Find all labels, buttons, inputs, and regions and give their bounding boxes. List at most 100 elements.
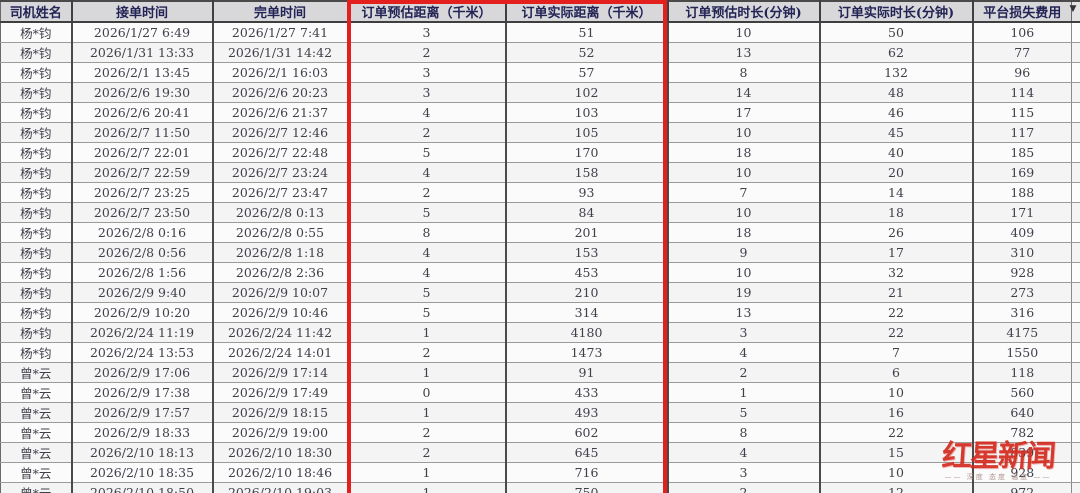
cell-accept_time[interactable]: 2026/2/8 1:56 — [70, 262, 213, 283]
cell-accept_time[interactable]: 2026/2/24 13:53 — [70, 342, 213, 363]
cell-driver[interactable]: 杨*钧 — [0, 102, 72, 123]
cell-act_duration[interactable]: 21 — [818, 282, 973, 303]
cell-partial[interactable] — [1071, 382, 1080, 403]
cell-platform_loss[interactable]: 96 — [971, 62, 1072, 83]
cell-act_duration[interactable]: 40 — [818, 142, 973, 163]
cell-complete_time[interactable]: 2026/2/9 19:00 — [211, 422, 348, 443]
cell-driver[interactable]: 杨*钧 — [0, 142, 72, 163]
cell-driver[interactable]: 曾*云 — [0, 362, 72, 383]
cell-complete_time[interactable]: 2026/2/7 23:24 — [211, 162, 348, 183]
cell-platform_loss[interactable]: 169 — [971, 162, 1072, 183]
cell-act_distance[interactable]: 91 — [504, 362, 668, 383]
cell-partial[interactable] — [1071, 462, 1080, 483]
cell-est_distance[interactable]: 3 — [346, 82, 506, 103]
cell-accept_time[interactable]: 2026/2/9 10:20 — [70, 302, 213, 323]
cell-est_duration[interactable]: 19 — [666, 282, 820, 303]
cell-partial[interactable] — [1071, 182, 1080, 203]
cell-accept_time[interactable]: 2026/2/6 20:41 — [70, 102, 213, 123]
cell-act_distance[interactable]: 645 — [504, 442, 668, 463]
cell-act_duration[interactable]: 26 — [818, 222, 973, 243]
cell-partial[interactable] — [1071, 102, 1080, 123]
cell-platform_loss[interactable]: 106 — [971, 22, 1072, 43]
cell-est_distance[interactable]: 4 — [346, 162, 506, 183]
cell-est_duration[interactable]: 10 — [666, 162, 820, 183]
cell-accept_time[interactable]: 2026/2/9 9:40 — [70, 282, 213, 303]
cell-est_distance[interactable]: 2 — [346, 442, 506, 463]
cell-complete_time[interactable]: 2026/2/9 17:49 — [211, 382, 348, 403]
cell-act_distance[interactable]: 103 — [504, 102, 668, 123]
column-header-act_duration[interactable]: 订单实际时长(分钟) — [818, 1, 973, 23]
cell-act_distance[interactable]: 84 — [504, 202, 668, 223]
cell-act_distance[interactable]: 52 — [504, 42, 668, 63]
cell-platform_loss[interactable]: 928 — [971, 462, 1072, 483]
cell-act_distance[interactable]: 4180 — [504, 322, 668, 343]
cell-complete_time[interactable]: 2026/2/6 20:23 — [211, 82, 348, 103]
cell-est_distance[interactable]: 5 — [346, 142, 506, 163]
cell-driver[interactable]: 杨*钧 — [0, 42, 72, 63]
cell-driver[interactable]: 杨*钧 — [0, 82, 72, 103]
cell-driver[interactable]: 曾*云 — [0, 442, 72, 463]
cell-accept_time[interactable]: 2026/2/9 17:57 — [70, 402, 213, 423]
cell-complete_time[interactable]: 2026/1/31 14:42 — [211, 42, 348, 63]
cell-complete_time[interactable]: 2026/2/10 18:30 — [211, 442, 348, 463]
cell-platform_loss[interactable]: 171 — [971, 202, 1072, 223]
cell-est_distance[interactable]: 2 — [346, 42, 506, 63]
cell-est_duration[interactable]: 8 — [666, 422, 820, 443]
cell-act_duration[interactable]: 46 — [818, 102, 973, 123]
cell-complete_time[interactable]: 2026/2/24 14:01 — [211, 342, 348, 363]
cell-complete_time[interactable]: 2026/2/8 2:36 — [211, 262, 348, 283]
cell-act_duration[interactable]: 16 — [818, 402, 973, 423]
cell-est_distance[interactable]: 0 — [346, 382, 506, 403]
cell-complete_time[interactable]: 2026/2/9 18:15 — [211, 402, 348, 423]
cell-complete_time[interactable]: 2026/2/1 16:03 — [211, 62, 348, 83]
cell-act_distance[interactable]: 493 — [504, 402, 668, 423]
column-header-est_distance[interactable]: 订单预估距离（千米） — [346, 1, 506, 23]
cell-est_duration[interactable]: 8 — [666, 62, 820, 83]
cell-act_duration[interactable]: 62 — [818, 42, 973, 63]
cell-platform_loss[interactable]: 188 — [971, 182, 1072, 203]
cell-partial[interactable] — [1071, 62, 1080, 83]
cell-partial[interactable] — [1071, 282, 1080, 303]
cell-partial[interactable] — [1071, 482, 1080, 493]
cell-partial[interactable] — [1071, 342, 1080, 363]
cell-est_distance[interactable]: 5 — [346, 202, 506, 223]
cell-act_distance[interactable]: 602 — [504, 422, 668, 443]
cell-accept_time[interactable]: 2026/2/10 18:13 — [70, 442, 213, 463]
cell-driver[interactable]: 杨*钧 — [0, 242, 72, 263]
cell-act_distance[interactable]: 51 — [504, 22, 668, 43]
cell-complete_time[interactable]: 2026/2/6 21:37 — [211, 102, 348, 123]
cell-est_duration[interactable]: 10 — [666, 122, 820, 143]
cell-est_distance[interactable]: 1 — [346, 362, 506, 383]
cell-est_duration[interactable]: 10 — [666, 262, 820, 283]
cell-platform_loss[interactable]: 185 — [971, 142, 1072, 163]
cell-platform_loss[interactable]: 839 — [971, 442, 1072, 463]
cell-est_duration[interactable]: 14 — [666, 82, 820, 103]
cell-driver[interactable]: 杨*钧 — [0, 262, 72, 283]
cell-accept_time[interactable]: 2026/1/27 6:49 — [70, 22, 213, 43]
cell-complete_time[interactable]: 2026/2/8 1:18 — [211, 242, 348, 263]
cell-est_distance[interactable]: 2 — [346, 422, 506, 443]
cell-accept_time[interactable]: 2026/2/10 18:50 — [70, 482, 213, 493]
cell-partial[interactable] — [1071, 242, 1080, 263]
cell-act_distance[interactable]: 201 — [504, 222, 668, 243]
column-header-partial[interactable] — [1071, 1, 1080, 23]
cell-partial[interactable] — [1071, 402, 1080, 423]
cell-act_duration[interactable]: 10 — [818, 382, 973, 403]
cell-est_distance[interactable]: 1 — [346, 462, 506, 483]
cell-accept_time[interactable]: 2026/2/7 11:50 — [70, 122, 213, 143]
cell-platform_loss[interactable]: 928 — [971, 262, 1072, 283]
cell-complete_time[interactable]: 2026/2/10 19:03 — [211, 482, 348, 493]
cell-est_distance[interactable]: 2 — [346, 182, 506, 203]
cell-act_distance[interactable]: 170 — [504, 142, 668, 163]
cell-accept_time[interactable]: 2026/2/9 17:38 — [70, 382, 213, 403]
cell-est_distance[interactable]: 1 — [346, 482, 506, 493]
cell-accept_time[interactable]: 2026/2/7 22:01 — [70, 142, 213, 163]
cell-platform_loss[interactable]: 316 — [971, 302, 1072, 323]
cell-act_duration[interactable]: 45 — [818, 122, 973, 143]
cell-platform_loss[interactable]: 640 — [971, 402, 1072, 423]
cell-partial[interactable] — [1071, 222, 1080, 243]
cell-est_distance[interactable]: 5 — [346, 302, 506, 323]
cell-est_distance[interactable]: 2 — [346, 122, 506, 143]
cell-complete_time[interactable]: 2026/2/7 22:48 — [211, 142, 348, 163]
cell-act_duration[interactable]: 17 — [818, 242, 973, 263]
